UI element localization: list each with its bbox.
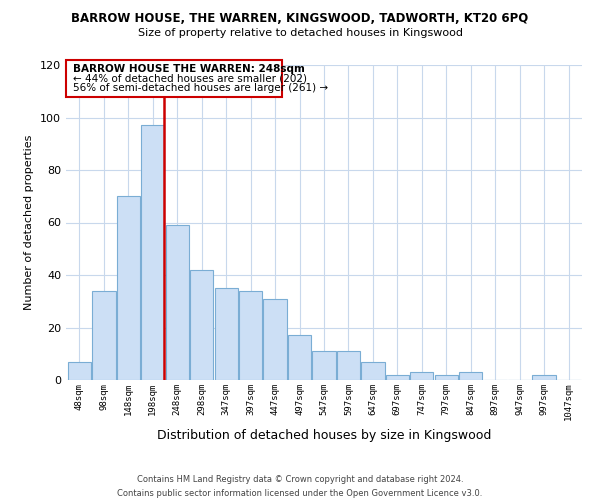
Bar	[361, 362, 385, 380]
Text: BARROW HOUSE THE WARREN: 248sqm: BARROW HOUSE THE WARREN: 248sqm	[73, 64, 305, 74]
Bar	[337, 351, 360, 380]
Bar	[532, 375, 556, 380]
Bar	[117, 196, 140, 380]
Bar	[190, 270, 214, 380]
X-axis label: Distribution of detached houses by size in Kingswood: Distribution of detached houses by size …	[157, 428, 491, 442]
Text: 56% of semi-detached houses are larger (261) →: 56% of semi-detached houses are larger (…	[73, 83, 328, 93]
Bar	[141, 126, 164, 380]
Text: ← 44% of detached houses are smaller (202): ← 44% of detached houses are smaller (20…	[73, 74, 307, 84]
Text: BARROW HOUSE, THE WARREN, KINGSWOOD, TADWORTH, KT20 6PQ: BARROW HOUSE, THE WARREN, KINGSWOOD, TAD…	[71, 12, 529, 26]
Bar	[92, 291, 116, 380]
Bar	[434, 375, 458, 380]
Bar	[386, 375, 409, 380]
Bar	[263, 298, 287, 380]
Bar	[288, 336, 311, 380]
Y-axis label: Number of detached properties: Number of detached properties	[25, 135, 34, 310]
Bar	[410, 372, 433, 380]
Bar	[215, 288, 238, 380]
Bar	[313, 351, 335, 380]
Bar	[459, 372, 482, 380]
Bar	[68, 362, 91, 380]
Bar	[239, 291, 262, 380]
Bar	[166, 225, 189, 380]
Text: Size of property relative to detached houses in Kingswood: Size of property relative to detached ho…	[137, 28, 463, 38]
Text: Contains HM Land Registry data © Crown copyright and database right 2024.
Contai: Contains HM Land Registry data © Crown c…	[118, 476, 482, 498]
